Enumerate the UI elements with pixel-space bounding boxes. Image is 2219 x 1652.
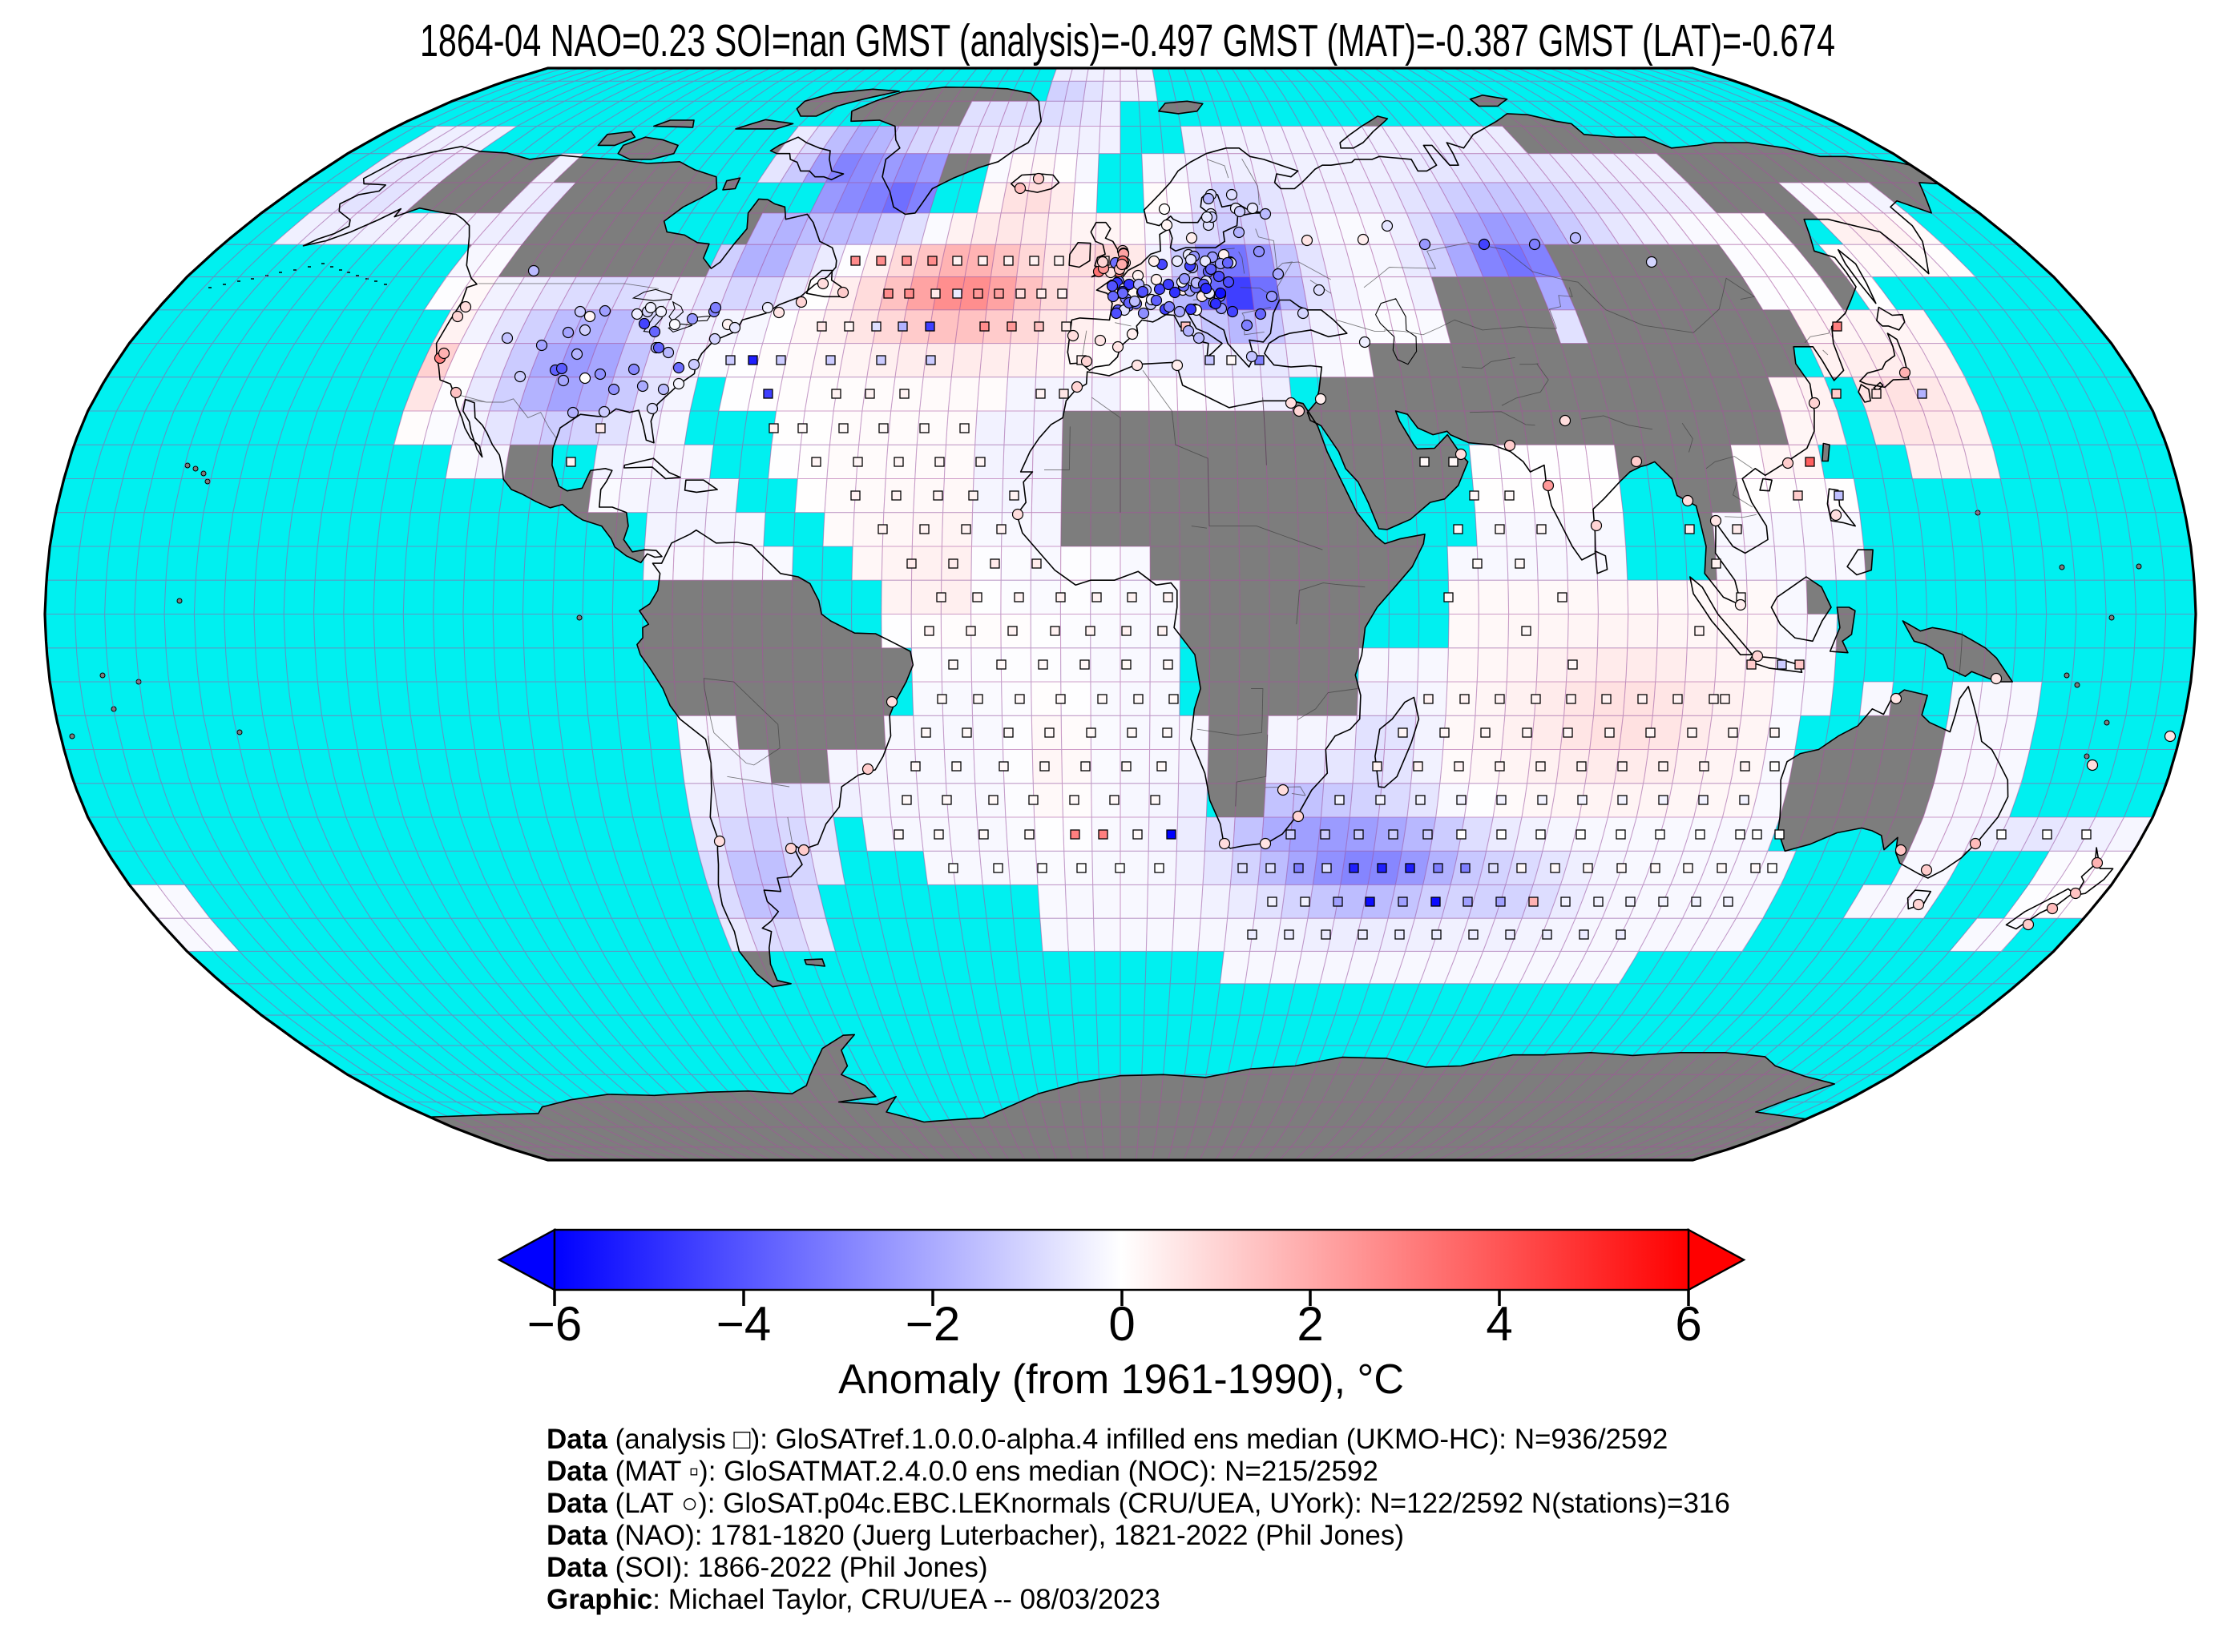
svg-text:0: 0	[1108, 1297, 1135, 1351]
svg-text:−2: −2	[906, 1297, 960, 1351]
svg-text:2: 2	[1297, 1297, 1323, 1351]
svg-text:6: 6	[1675, 1297, 1701, 1351]
svg-text:−6: −6	[527, 1297, 582, 1351]
svg-text:Data (analysis □): GloSATref.1: Data (analysis □): GloSATref.1.0.0.0-alp…	[547, 1424, 1668, 1455]
svg-text:Data (LAT ○): GloSAT.p04c.EBC.: Data (LAT ○): GloSAT.p04c.EBC.LEKnormals…	[547, 1488, 1730, 1519]
svg-text:Graphic: Michael Taylor, CRU/U: Graphic: Michael Taylor, CRU/UEA -- 08/0…	[547, 1584, 1160, 1615]
svg-text:4: 4	[1486, 1297, 1512, 1351]
svg-text:Data (MAT ▫): GloSATMAT.2.4.0.: Data (MAT ▫): GloSATMAT.2.4.0.0 ens medi…	[547, 1456, 1378, 1487]
svg-text:Data (NAO): 1781-1820 (Juerg L: Data (NAO): 1781-1820 (Juerg Luterbacher…	[547, 1520, 1404, 1551]
svg-text:−4: −4	[716, 1297, 771, 1351]
svg-text:Anomaly (from 1961-1990), °C: Anomaly (from 1961-1990), °C	[838, 1356, 1404, 1403]
svg-text:Data (SOI): 1866-2022 (Phil Jo: Data (SOI): 1866-2022 (Phil Jones)	[547, 1552, 988, 1583]
svg-text:1864-04 NAO=0.23 SOI=nan GMST: 1864-04 NAO=0.23 SOI=nan GMST (analysis)…	[420, 15, 1835, 66]
